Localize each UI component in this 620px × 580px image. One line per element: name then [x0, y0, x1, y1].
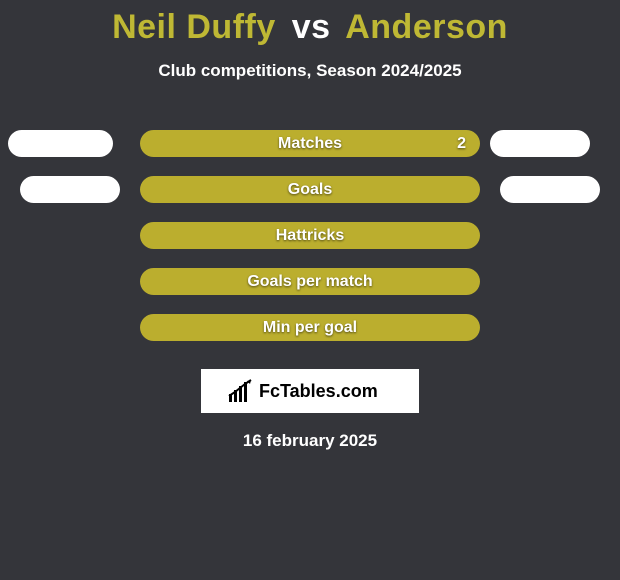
right-value-bar: [490, 130, 590, 157]
player1-name: Neil Duffy: [112, 8, 276, 46]
player2-name: Anderson: [345, 8, 508, 46]
stat-label: Min per goal: [263, 319, 357, 337]
stat-pill: Min per goal: [140, 314, 480, 341]
brand-text: FcTables.com: [259, 381, 378, 401]
brand-card: FcTables.com: [201, 369, 419, 413]
subtitle: Club competitions, Season 2024/2025: [0, 61, 620, 81]
vs-label: vs: [292, 8, 331, 46]
left-value-bar: [20, 176, 120, 203]
stat-label: Hattricks: [276, 227, 344, 245]
stat-pill: Goals: [140, 176, 480, 203]
fctables-logo-icon: FcTables.com: [225, 376, 395, 406]
right-value-bar: [500, 176, 600, 203]
stat-row: Min per goal: [0, 305, 620, 351]
stat-label: Goals per match: [247, 273, 372, 291]
stat-row: Goals: [0, 167, 620, 213]
stat-row: Hattricks: [0, 213, 620, 259]
date-label: 16 february 2025: [0, 431, 620, 451]
stat-label: Matches: [278, 135, 342, 153]
stat-row: Goals per match: [0, 259, 620, 305]
stat-value-right: 2: [457, 135, 466, 153]
stat-pill: Hattricks: [140, 222, 480, 249]
left-value-bar: [8, 130, 113, 157]
stat-row: Matches 2: [0, 121, 620, 167]
stats-rows: Matches 2 Goals Hattricks Goals per match Min…: [0, 121, 620, 351]
stat-pill: Matches 2: [140, 130, 480, 157]
stat-pill: Goals per match: [140, 268, 480, 295]
comparison-title: Neil Duffy vs Anderson: [0, 0, 620, 47]
stat-label: Goals: [288, 181, 332, 199]
